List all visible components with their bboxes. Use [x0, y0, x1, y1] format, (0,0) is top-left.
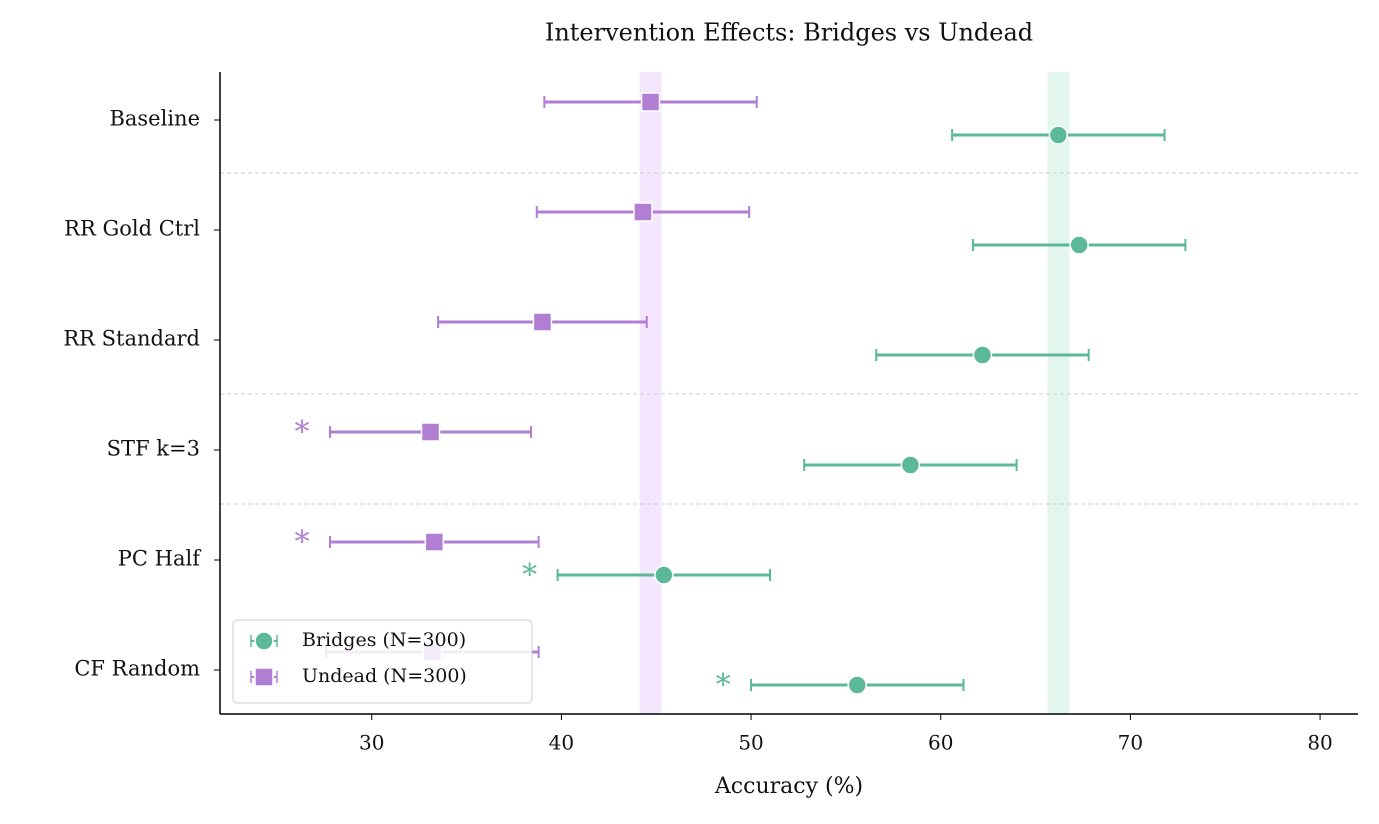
y-tick-label: RR Standard	[63, 327, 200, 351]
chart-title: Intervention Effects: Bridges vs Undead	[545, 19, 1033, 47]
x-tick-label: 60	[928, 731, 953, 755]
legend-label: Undead (N=300)	[302, 665, 467, 687]
point	[420, 422, 441, 442]
x-tick-label: 30	[359, 731, 384, 755]
point	[424, 532, 445, 552]
legend: Bridges (N=300) Undead (N=300)	[232, 619, 533, 704]
x-tick-label: 50	[738, 731, 763, 755]
y-tick-label: PC Half	[118, 547, 202, 571]
point	[847, 675, 868, 695]
legend-label: Bridges (N=300)	[302, 629, 466, 651]
x-tick-label: 80	[1307, 731, 1332, 755]
significance-marker: *	[522, 558, 537, 593]
x-tick-label: 40	[549, 731, 574, 755]
x-axis-label: Accuracy (%)	[714, 774, 863, 799]
point	[640, 92, 661, 112]
baseline-band	[1047, 72, 1070, 714]
point	[654, 565, 674, 585]
legend-marker	[254, 631, 274, 651]
legend-box	[232, 619, 533, 704]
significance-marker: *	[716, 668, 731, 703]
y-tick-label: CF Random	[74, 657, 200, 681]
y-tick-label: Baseline	[109, 107, 200, 131]
reference-bands	[639, 72, 1070, 714]
point	[532, 312, 553, 332]
point	[972, 345, 993, 365]
significance-marker: *	[295, 525, 310, 560]
baseline-band	[639, 72, 662, 714]
significance-marker: *	[295, 415, 310, 450]
point	[633, 202, 653, 222]
y-tick-label: RR Gold Ctrl	[64, 217, 200, 241]
point	[1069, 235, 1089, 255]
x-tick-label: 70	[1118, 731, 1143, 755]
legend-marker	[254, 667, 274, 687]
point	[900, 455, 921, 475]
y-tick-label: STF k=3	[107, 437, 200, 461]
point	[1048, 125, 1069, 145]
